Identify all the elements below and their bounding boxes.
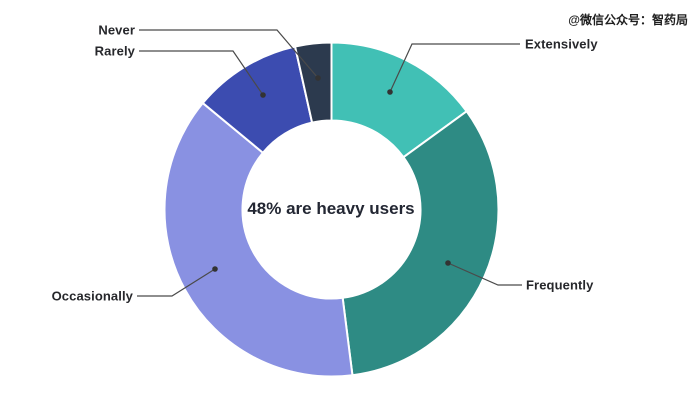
slice-occasionally (163, 102, 354, 378)
frequently-callout-dot (445, 260, 451, 266)
rarely-callout-line (139, 50, 264, 96)
occasionally-callout-dot (212, 266, 218, 272)
slice-frequently (341, 110, 500, 377)
label-frequently: Frequently (526, 277, 594, 293)
label-extensively: Extensively (525, 36, 598, 52)
label-rarely: Rarely (94, 43, 135, 59)
callout-lines (137, 29, 522, 297)
never-callout-dot (315, 75, 321, 81)
watermark-text: @微信公众号：智药局 (568, 13, 688, 27)
frequently-callout-line (447, 262, 522, 286)
callout-dots (212, 75, 451, 272)
label-occasionally: Occasionally (51, 288, 133, 304)
extensively-callout-dot (387, 89, 393, 95)
donut-center-label: 48% are heavy users (247, 199, 415, 218)
rarely-callout-dot (260, 92, 266, 98)
donut-slices (163, 41, 500, 378)
never-callout-line (139, 29, 319, 79)
extensively-callout-line (389, 43, 520, 93)
occasionally-callout-line (137, 268, 216, 297)
label-never: Never (98, 22, 135, 38)
